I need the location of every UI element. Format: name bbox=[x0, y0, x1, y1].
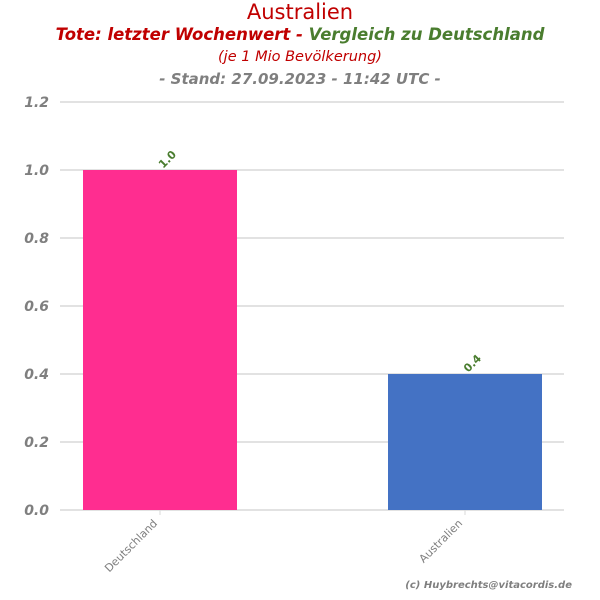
chart-note: (je 1 Mio Bevölkerung) bbox=[218, 49, 382, 65]
bar-deutschland bbox=[83, 170, 237, 510]
y-tick-label: 0.0 bbox=[24, 503, 49, 519]
subtitle-comparison-part: Vergleich zu Deutschland bbox=[308, 25, 545, 44]
x-category-label: Deutschland bbox=[102, 517, 160, 575]
bar-australien bbox=[388, 374, 542, 510]
x-category-label: Australien bbox=[417, 517, 466, 566]
y-tick-label: 1.2 bbox=[24, 95, 49, 111]
y-tick-label: 0.4 bbox=[24, 367, 49, 383]
subtitle-deaths-part: Tote: letzter Wochenwert - bbox=[55, 25, 309, 44]
bar-value-label: 1.0 bbox=[156, 148, 179, 171]
y-tick-label: 0.8 bbox=[24, 231, 49, 247]
chart-timestamp: - Stand: 27.09.2023 - 11:42 UTC - bbox=[159, 70, 441, 88]
y-tick-label: 0.6 bbox=[24, 299, 49, 315]
chart-subtitle: Tote: letzter Wochenwert - Vergleich zu … bbox=[0, 24, 600, 46]
y-tick-label: 0.2 bbox=[24, 435, 49, 451]
chart-header: Australien Tote: letzter Wochenwert - Ve… bbox=[0, 0, 600, 90]
credit-text: (c) Huybrechts@vitacordis.de bbox=[405, 580, 572, 591]
bar-value-label: 0.4 bbox=[461, 352, 484, 375]
y-tick-label: 1.0 bbox=[24, 163, 49, 179]
chart-title: Australien bbox=[246, 0, 354, 24]
